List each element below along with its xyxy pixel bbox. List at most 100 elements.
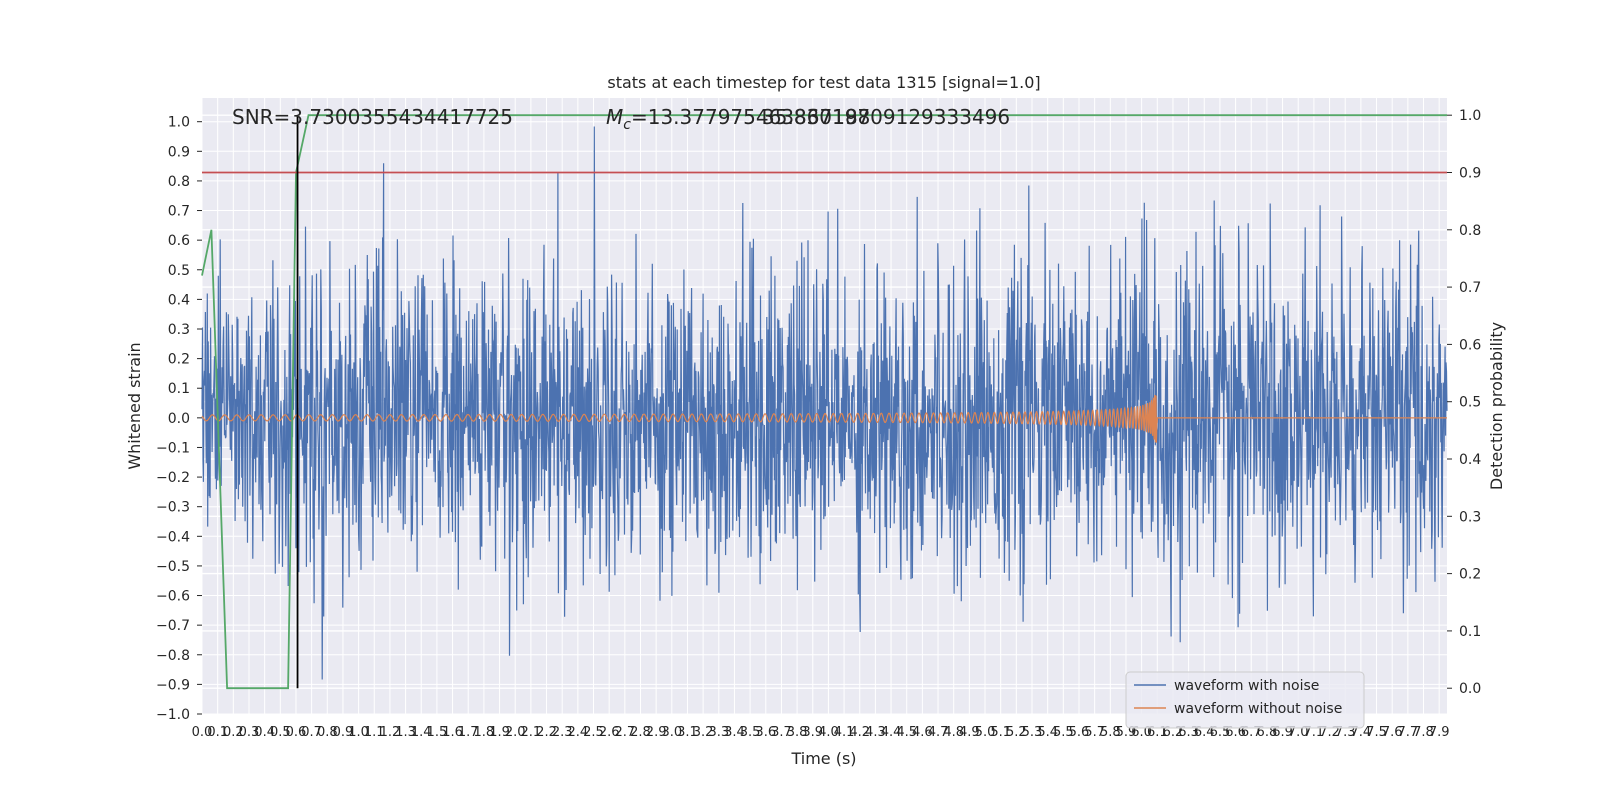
x-tick-label: 3.1 — [677, 725, 698, 740]
x-tick-label: 6.9 — [1272, 725, 1293, 740]
x-tick-label: 0.8 — [317, 725, 338, 740]
x-tick-label: 5.9 — [1116, 725, 1137, 740]
chart-title: stats at each timestep for test data 131… — [607, 73, 1040, 92]
y-tick-label-left: 0.3 — [168, 322, 190, 338]
x-tick-label: 2.4 — [568, 725, 589, 740]
x-tick-label: 1.9 — [489, 725, 510, 740]
x-tick-label: 4.2 — [849, 725, 870, 740]
x-tick-label: 4.1 — [834, 725, 855, 740]
x-tick-label: 6.0 — [1131, 725, 1152, 740]
x-tick-label: 3.4 — [724, 725, 745, 740]
y-tick-label-left: 0.6 — [168, 233, 190, 249]
x-tick-label: 4.4 — [881, 725, 902, 740]
y-tick-label-right: 0.4 — [1459, 452, 1481, 468]
legend-box — [1125, 671, 1365, 729]
legend-label-clean: waveform without noise — [1174, 701, 1342, 717]
y-tick-label-left: −0.6 — [156, 589, 190, 605]
mc-annotation-overlap: 35.83019709129333496 — [762, 105, 1010, 129]
series-waveform-without-noise — [201, 394, 1447, 443]
axis-ticks: 0.00.10.20.30.40.50.60.70.80.91.01.11.21… — [156, 108, 1481, 740]
x-tick-label: 4.9 — [959, 725, 980, 740]
probability-line — [201, 114, 1447, 690]
x-tick-label: 1.8 — [474, 725, 495, 740]
mc-annotation: Mc=13.377975463867188 — [606, 105, 870, 133]
x-tick-label: 6.7 — [1241, 725, 1262, 740]
y-tick-label-left: −0.5 — [156, 559, 190, 575]
x-axis-label: Time (s) — [790, 749, 856, 768]
x-tick-label: 5.2 — [1006, 725, 1027, 740]
x-tick-label: 7.6 — [1382, 725, 1403, 740]
x-tick-label: 1.2 — [380, 725, 401, 740]
legend-label-noise: waveform with noise — [1174, 678, 1319, 694]
x-tick-label: 1.7 — [458, 725, 479, 740]
x-tick-label: 6.6 — [1225, 725, 1246, 740]
y-tick-label-left: 0.1 — [168, 381, 190, 397]
x-tick-label: 5.5 — [1053, 725, 1074, 740]
y-tick-label-left: 0.9 — [168, 144, 190, 160]
x-tick-label: 0.0 — [192, 725, 213, 740]
x-tick-label: 5.3 — [1022, 725, 1043, 740]
noise-line — [201, 126, 1448, 680]
y-tick-label-right: 0.5 — [1459, 395, 1481, 411]
x-tick-label: 1.5 — [427, 725, 448, 740]
x-tick-label: 3.3 — [708, 725, 729, 740]
x-tick-label: 7.9 — [1429, 725, 1450, 740]
y-tick-label-left: 1.0 — [168, 115, 190, 131]
y-tick-label-left: −0.3 — [156, 500, 190, 516]
x-tick-label: 3.6 — [755, 725, 776, 740]
series-detection-probability — [201, 114, 1447, 690]
x-tick-label: 2.3 — [552, 725, 573, 740]
y-tick-label-left: 0.5 — [168, 263, 190, 279]
x-tick-label: 6.2 — [1163, 725, 1184, 740]
y-tick-label-left: −0.7 — [156, 618, 190, 634]
y-tick-label-right: 0.6 — [1459, 337, 1481, 353]
x-tick-label: 2.6 — [599, 725, 620, 740]
y-tick-label-right: 0.9 — [1459, 165, 1481, 181]
y-axis-label-left: Whitened strain — [125, 342, 144, 469]
x-tick-label: 2.2 — [536, 725, 557, 740]
x-tick-label: 3.9 — [802, 725, 823, 740]
y-tick-label-left: 0.0 — [168, 411, 190, 427]
x-tick-label: 3.0 — [661, 725, 682, 740]
x-tick-label: 6.3 — [1178, 725, 1199, 740]
y-tick-label-left: −0.9 — [156, 677, 190, 693]
x-tick-label: 3.8 — [787, 725, 808, 740]
x-tick-label: 2.1 — [521, 725, 542, 740]
y-tick-label-left: 0.2 — [168, 352, 190, 368]
y-tick-label-right: 1.0 — [1459, 108, 1481, 124]
y-tick-label-left: −0.2 — [156, 470, 190, 486]
x-tick-label: 0.6 — [286, 725, 307, 740]
x-tick-label: 3.5 — [740, 725, 761, 740]
y-tick-label-right: 0.3 — [1459, 509, 1481, 525]
x-tick-label: 5.7 — [1084, 725, 1105, 740]
x-tick-label: 7.0 — [1288, 725, 1309, 740]
x-tick-label: 0.7 — [301, 725, 322, 740]
x-tick-label: 7.8 — [1413, 725, 1434, 740]
x-tick-label: 1.6 — [442, 725, 463, 740]
x-tick-label: 0.1 — [207, 725, 228, 740]
y-tick-label-left: −0.4 — [156, 529, 190, 545]
chirp-line — [201, 394, 1447, 443]
y-tick-label-left: −1.0 — [156, 707, 190, 723]
x-tick-label: 0.4 — [254, 725, 275, 740]
x-tick-label: 1.3 — [395, 725, 416, 740]
y-tick-label-right: 0.2 — [1459, 567, 1481, 583]
x-tick-label: 7.3 — [1335, 725, 1356, 740]
x-tick-label: 2.8 — [630, 725, 651, 740]
x-tick-label: 2.9 — [646, 725, 667, 740]
x-tick-label: 2.7 — [614, 725, 635, 740]
x-tick-label: 0.3 — [239, 725, 260, 740]
x-tick-label: 5.0 — [975, 725, 996, 740]
y-tick-label-left: 0.4 — [168, 292, 190, 308]
y-tick-label-right: 0.0 — [1459, 681, 1481, 697]
x-tick-label: 7.4 — [1351, 725, 1372, 740]
x-tick-label: 3.7 — [771, 725, 792, 740]
x-tick-label: 4.0 — [818, 725, 839, 740]
x-tick-label: 4.6 — [912, 725, 933, 740]
legend: waveform with noise waveform without noi… — [1125, 671, 1365, 729]
x-tick-label: 4.8 — [943, 725, 964, 740]
y-tick-label-left: −0.8 — [156, 648, 190, 664]
x-tick-label: 6.1 — [1147, 725, 1168, 740]
y-tick-label-left: 0.8 — [168, 174, 190, 190]
y-tick-label-right: 0.8 — [1459, 223, 1481, 239]
